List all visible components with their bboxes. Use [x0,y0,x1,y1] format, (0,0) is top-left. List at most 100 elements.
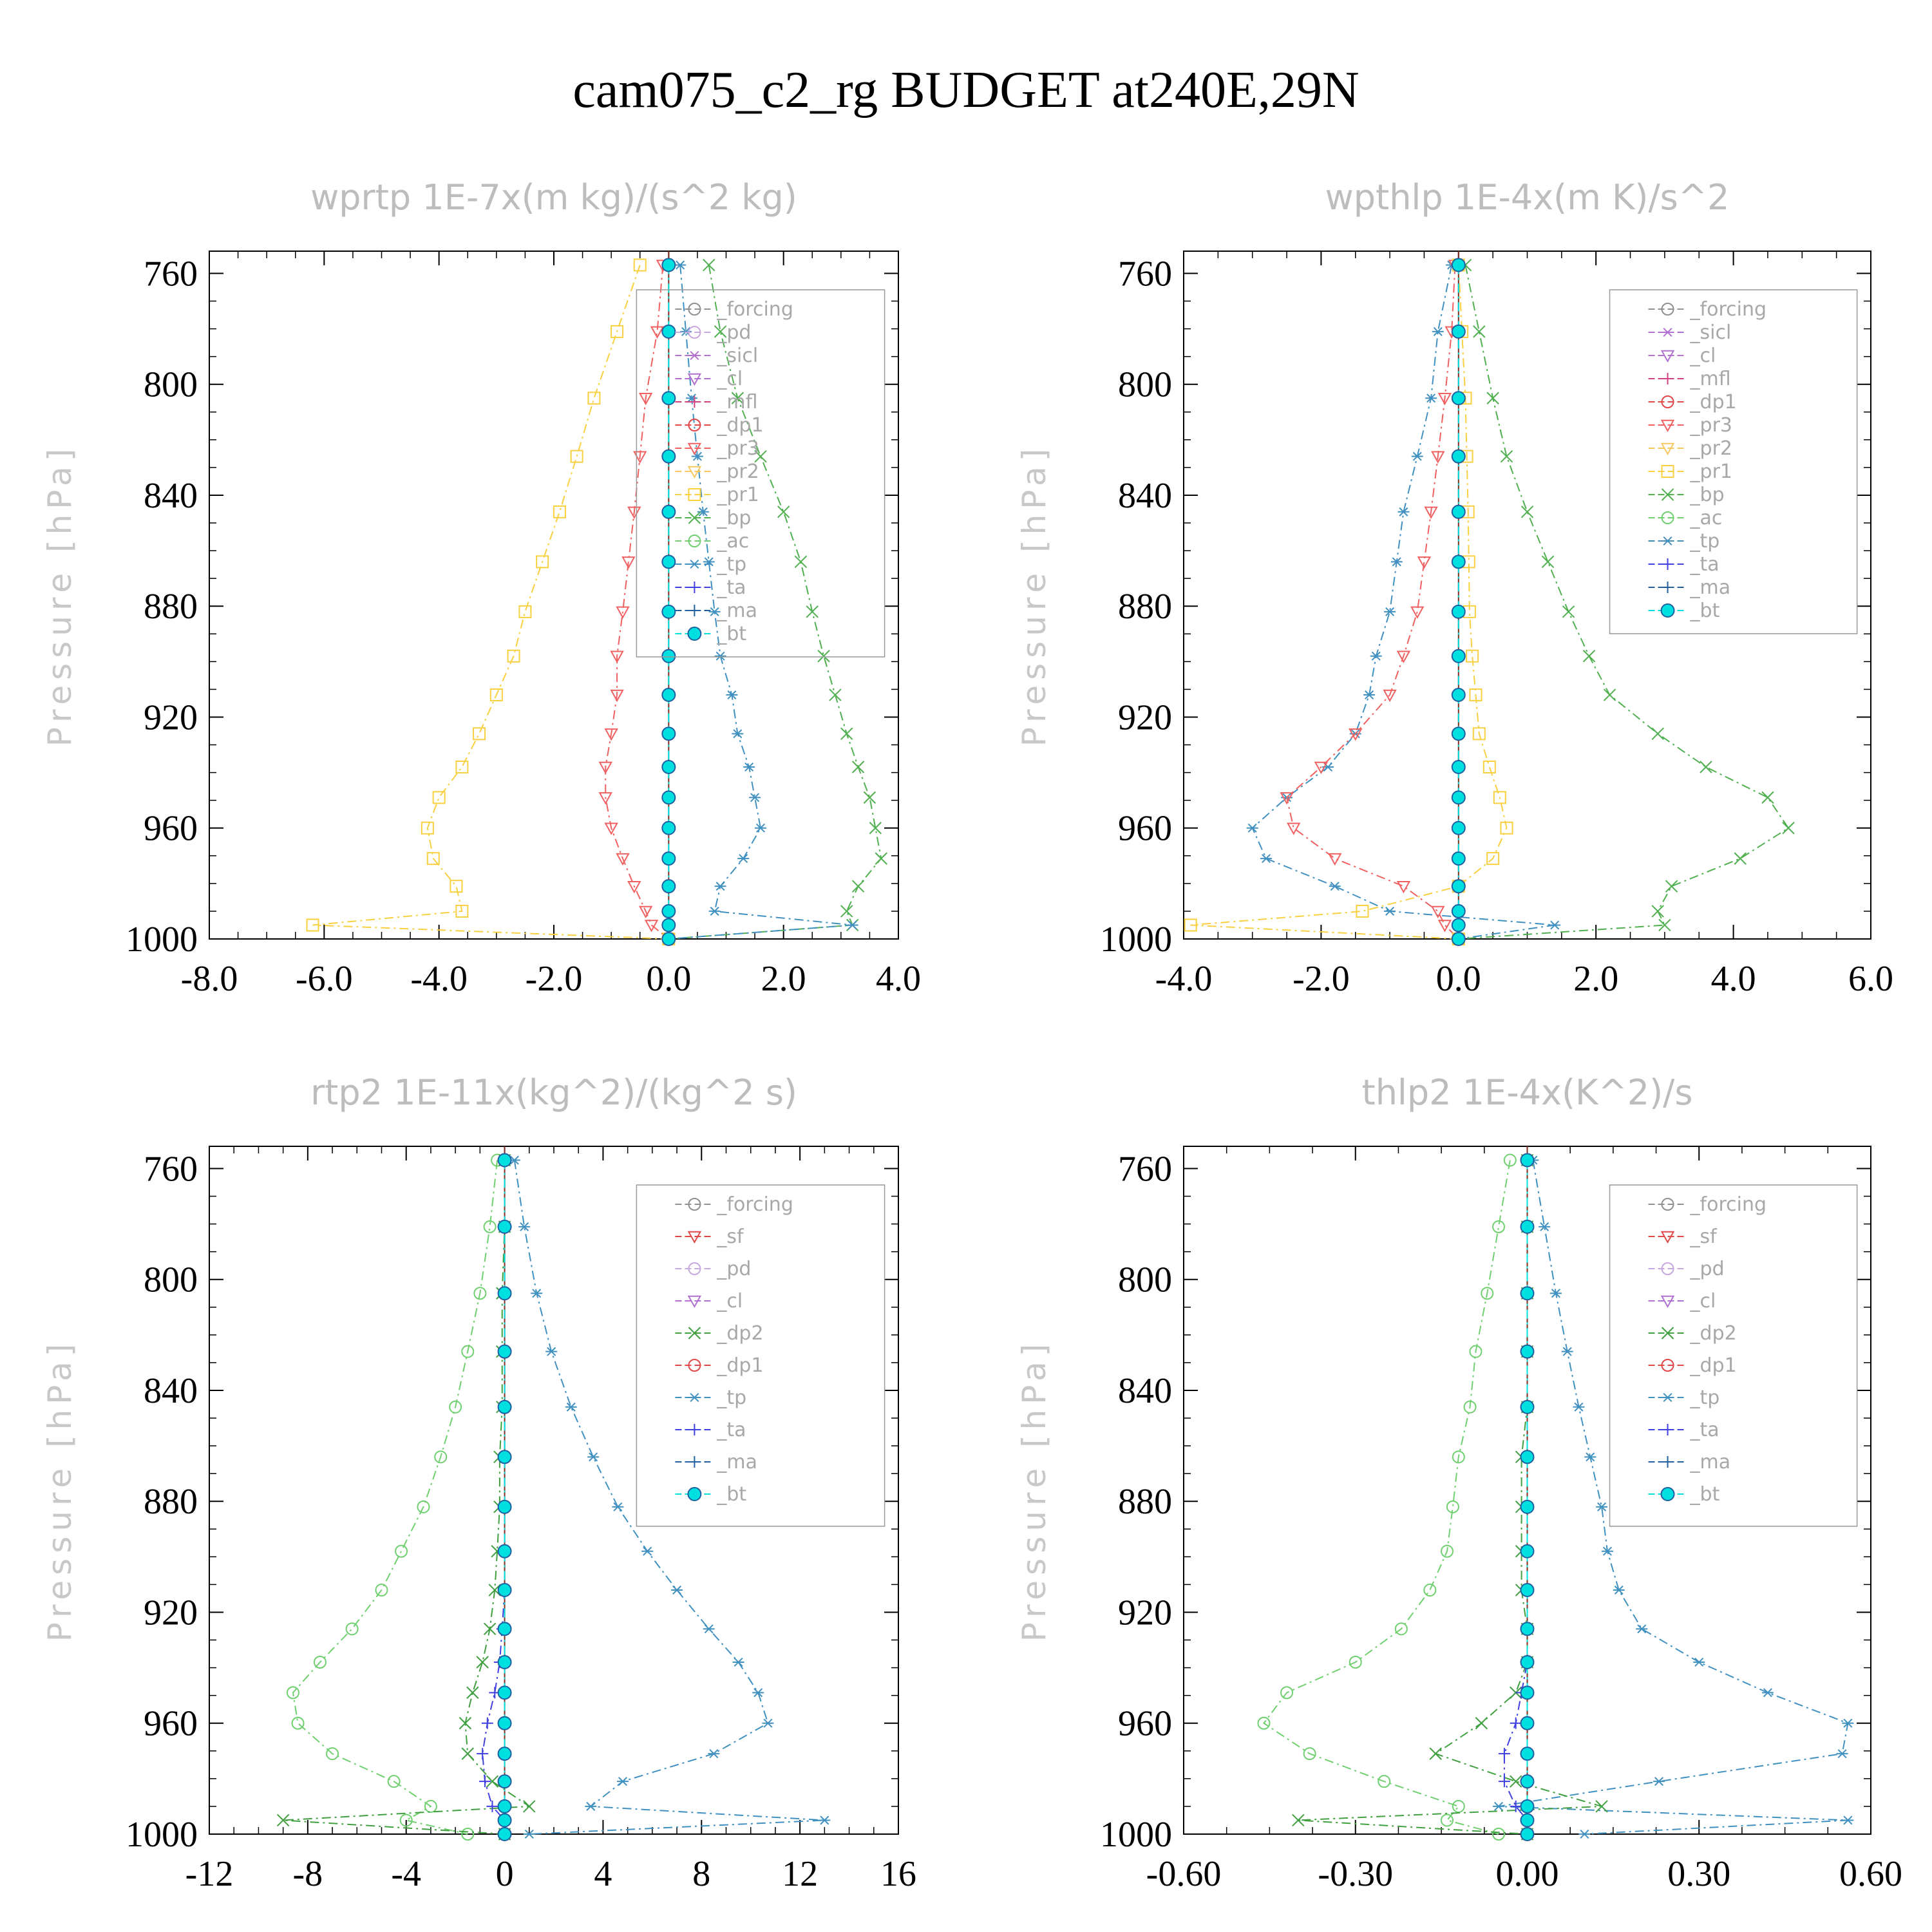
data-point-tp [1549,920,1561,930]
legend-marker [1661,395,1674,408]
x-tick-label: 2.0 [761,959,806,999]
y-tick-label: 1000 [126,920,198,960]
legend-marker [1660,1487,1675,1501]
data-point-pr3 [1383,689,1397,703]
data-point-bt [1520,1399,1535,1414]
legend-label: _forcing [1690,1193,1766,1216]
series-line-bp [1458,265,1790,940]
data-point-pr1 [570,450,583,463]
data-point-bt [497,1655,512,1669]
data-point-tp [617,1777,629,1786]
data-point-bt [1520,1499,1535,1514]
legend-label: _pr3 [716,437,759,460]
data-point-pr3 [1349,728,1363,741]
series-line-pr3 [1285,265,1459,940]
panel-title: rtp2 1E-11x(kg^2)/(kg^2 s) [310,1072,797,1113]
legend-label: _ac [716,530,749,553]
data-point-pr1 [1493,791,1506,804]
data-point-bt [661,554,676,569]
data-point-dp1 [326,1747,339,1761]
series-line-tp [1251,265,1555,940]
legend-marker [1662,536,1674,546]
data-point-dp1 [417,1500,430,1513]
panel-title: wprtp 1E-7x(m kg)/(s^2 kg) [310,177,797,218]
data-point-dp1 [449,1400,462,1414]
data-point-tp [846,920,858,930]
data-point-tp [523,1829,535,1839]
x-tick-label: 4.0 [876,959,921,999]
legend-marker [688,1327,701,1340]
data-point-dp1 [1469,1345,1482,1358]
data-point-pr1 [450,880,463,893]
data-point-bp [1582,650,1596,663]
data-point-pr3 [1431,905,1445,918]
data-point-pr1 [1184,918,1197,932]
data-point-bp [1562,605,1575,618]
data-point-bt [1451,391,1466,406]
legend-marker [1661,1359,1674,1372]
legend-label: _tp [1690,530,1720,553]
data-point-pr3 [621,556,636,569]
y-axis-label: Pressure [hPa] [1016,444,1053,747]
data-point-tp [1578,1829,1591,1839]
data-point-tp [1636,1624,1648,1634]
chart-panel-0: wprtp 1E-7x(m kg)/(s^2 kg) Pressure [hPa]… [41,177,921,999]
legend-marker [687,1231,702,1244]
data-point-dp2 [1510,1775,1522,1788]
data-point-bp [1520,506,1534,518]
y-axis-label: Pressure [hPa] [1016,1339,1053,1642]
data-point-dp2 [461,1747,474,1760]
data-point-tp [1384,906,1396,916]
data-point-bp [1500,450,1513,463]
data-point-dp2 [1429,1747,1442,1760]
legend-marker [1661,488,1674,501]
legend-label: _forcing [716,298,793,321]
data-point-bp [851,761,865,773]
data-point-tp [1329,882,1341,891]
data-point-pr3 [1417,556,1432,569]
data-point-pr3 [604,822,618,835]
data-point-dp1 [1441,1544,1454,1558]
legend-marker [687,442,702,456]
data-point-bt [661,649,676,663]
legend-label: _pr1 [716,484,759,506]
data-point-bt [497,1583,512,1598]
legend-label: _ta [1690,1419,1719,1441]
data-point-tp [755,823,766,833]
series-line-bp [668,265,882,940]
data-point-tp [732,729,744,739]
plot-frame [1183,251,1871,940]
data-point-tp [1601,1546,1613,1556]
legend-label: _ma [1690,1451,1731,1473]
data-point-dp1 [1452,1450,1465,1464]
legend-label: _tp [716,1387,746,1409]
data-point-bt [1451,258,1466,272]
data-point-pr1 [611,325,624,338]
series-line-dp2 [283,1160,531,1835]
data-point-bt [1520,1286,1535,1301]
x-tick-label: -4 [391,1854,421,1894]
data-point-bp [1651,727,1664,741]
data-point-dp1 [424,1799,437,1813]
data-point-bt [1451,932,1466,946]
data-point-tp [697,507,709,516]
data-point-bt [1451,904,1466,918]
legend-label: _bp [716,507,751,529]
data-point-tp [762,1718,774,1728]
data-point-bt [1451,726,1466,741]
data-point-pr1 [432,791,446,804]
legend-label: _dp2 [716,1322,763,1345]
chart-panel-1: wpthlp 1E-4x(m K)/s^2 Pressure [hPa] 760 80… [1016,177,1893,999]
legend-marker [688,1392,701,1403]
data-point-bt [497,1344,512,1359]
x-tick-label: 0 [496,1854,514,1894]
legend-marker [1661,303,1674,316]
legend-label: _pd [716,321,751,344]
data-point-pr3 [638,393,653,406]
y-tick-label: 840 [144,1371,198,1411]
x-tick-label: 8 [692,1854,710,1894]
data-point-tp [1425,393,1437,403]
data-point-pr1 [426,852,440,866]
x-tick-label: -4.0 [1155,959,1213,999]
legend-marker [1662,558,1674,570]
